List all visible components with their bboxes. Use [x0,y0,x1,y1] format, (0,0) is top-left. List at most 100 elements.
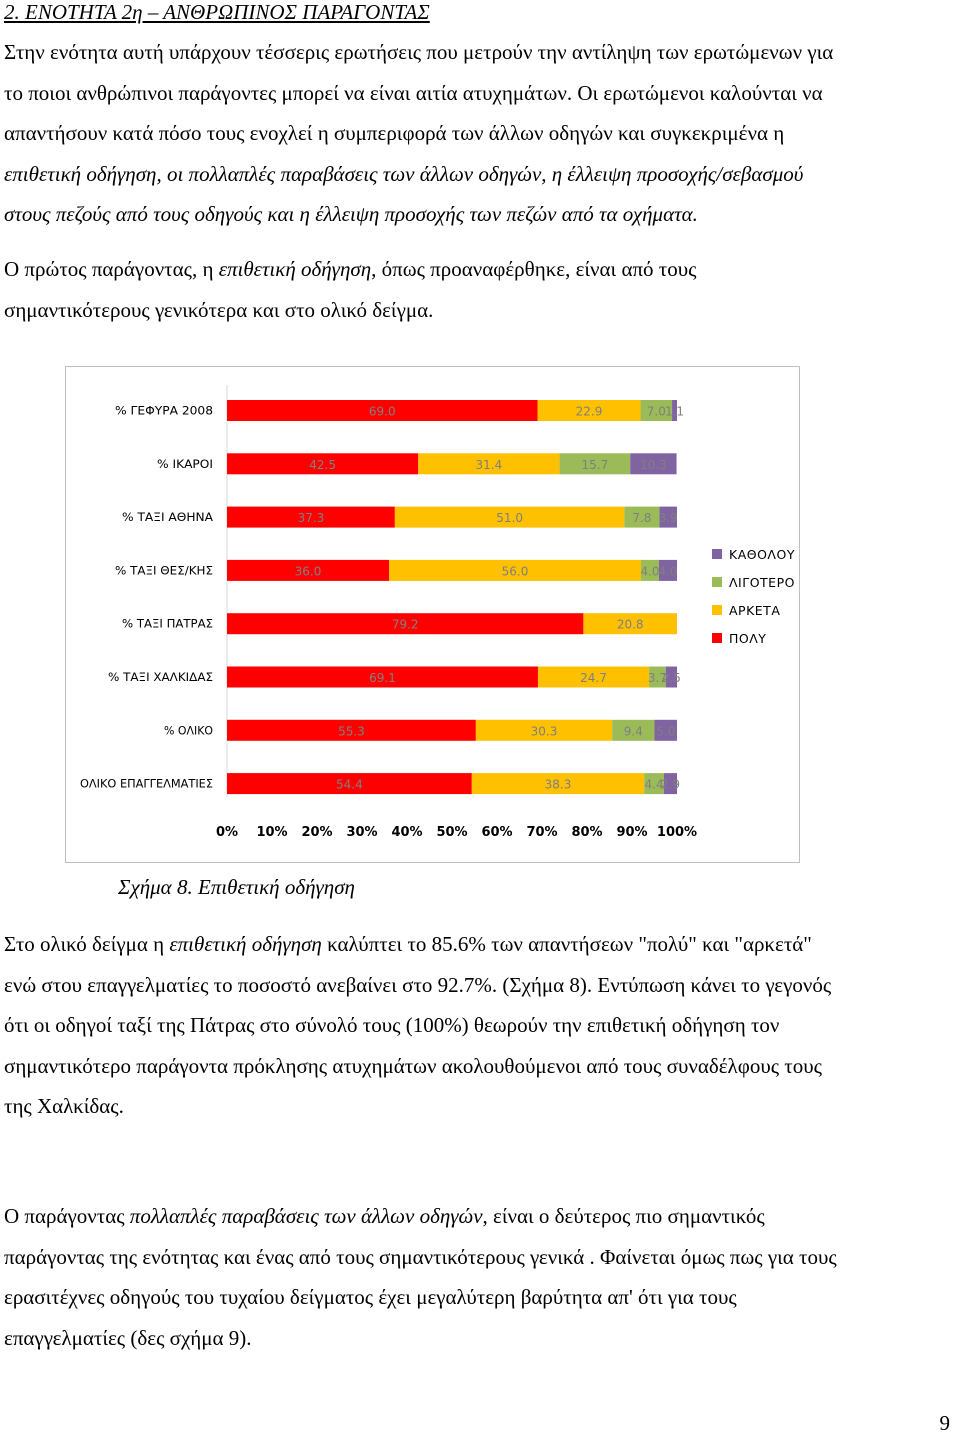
x-tick-label: 70% [526,825,557,840]
bar-segment [227,666,538,688]
factor-paragraph: Ο πρώτος παράγοντας, η επιθετική οδήγηση… [4,249,949,330]
data-label: 2.5 [662,671,681,685]
text-segment: Ο παράγοντας [4,1204,130,1228]
legend-label: ΠΟΛΥ [729,631,766,646]
bar-segment [227,773,472,795]
figure-caption: Σχήμα 8. Επιθετική οδήγηση [118,875,355,900]
bar-segment [537,666,650,688]
text-line: επαγγελματίες (δες σχήμα 9). [4,1325,252,1350]
category-label: % ΤΑΞΙ ΑΘΗΝΑ [122,510,213,524]
data-label: 9.4 [624,724,643,738]
x-tick-label: 10% [256,825,287,840]
bar-segment [644,773,664,795]
category-label: % ΙΚΑΡΟΙ [157,457,213,471]
data-label: 54.4 [336,778,363,792]
data-label: 2.9 [661,778,680,792]
legend-label: ΑΡΚΕΤΑ [729,603,780,618]
page-number: 9 [939,1411,951,1435]
data-label: 15.7 [582,458,609,472]
legend-swatch [712,577,722,587]
x-tick-label: 60% [481,825,512,840]
bar-segment [630,453,677,475]
bar-segment [559,453,631,475]
data-label: 79.2 [392,618,419,632]
bar-segment [227,613,584,635]
data-label: 3.7 [648,671,667,685]
x-tick-label: 100% [657,825,697,840]
second-factor-paragraph: Ο παράγοντας πολλαπλές παραβάσεις των άλ… [4,1196,949,1358]
bar-segment [537,400,641,421]
bar-segment [583,613,677,635]
stacked-bar-chart: % ΓΕΦΥΡΑ 2008 69.0 22.9 7.0 1.1 % ΙΚΑΡΟΙ 42.5 3… [80,385,794,840]
data-label: 51.0 [496,511,523,525]
data-label: 7.8 [632,511,651,525]
bar-segment [659,506,677,528]
data-label: 4.4 [645,778,664,792]
bar-segment [471,773,645,795]
data-label: 38.3 [545,778,572,792]
data-label: 55.3 [338,724,365,738]
bar-segment [649,666,666,688]
data-label: 22.9 [576,405,603,419]
bar-segment [663,773,677,795]
text-line: ερασιτέχνες οδηγούς του τυχαίου δείγματο… [4,1285,737,1309]
category-label: % ΤΑΞΙ ΘΕΣ/ΚΗΣ [115,563,213,577]
bar-segment [418,453,560,475]
category-label: % ΓΕΦΥΡΑ 2008 [115,404,213,418]
emphasis-text: επιθετική οδήγηση [169,932,322,956]
x-tick-label: 30% [346,825,377,840]
caption-title: πιθετική οδήγηση [210,875,355,899]
bar-segment [624,506,660,528]
text-line: σημαντικότερο παράγοντα πρόκλησης ατυχημ… [4,1053,822,1078]
category-label: % ΤΑΞΙ ΠΑΤΡΑΣ [122,617,213,631]
data-label: 24.7 [580,671,607,685]
text-segment: , όπως προαναφέρθηκε, είναι από τους [371,257,697,281]
data-label: 31.4 [476,458,503,472]
text-segment: Ο πρώτος παράγοντας, η [4,257,219,281]
bar-segment [227,719,476,741]
caption-label: Σχήμα 8. Ε [118,875,211,899]
data-label: 4.0 [640,564,659,578]
legend-swatch [712,605,722,615]
text-line: της Χαλκίδας. [4,1094,124,1118]
data-label: 5.0 [656,724,675,738]
data-label: 42.5 [309,458,336,472]
x-tick-label: 80% [571,825,602,840]
emphasis-text: πολλαπλές παραβάσεις των άλλων οδηγών [129,1204,483,1228]
text-line: ενώ στου επαγγελματίες το ποσοστό ανεβαί… [4,972,832,997]
bar-segment [389,559,641,581]
text-line: παράγοντας της ενότητας και ένας από του… [4,1244,837,1269]
text-line: Στην ενότητα αυτή υπάρχουν τέσσερις ερωτ… [4,40,834,64]
bar-segment [672,400,677,421]
category-label: ΟΛΙΚΟ ΕΠΑΓΓΕΛΜΑΤΙΕΣ [80,777,213,791]
text-segment: καλύπτει το 85.6% των απαντήσεων "πολύ" … [321,932,812,956]
data-label: 36.0 [295,564,322,578]
bar-segment [654,719,677,741]
data-label: 56.0 [502,564,529,578]
bar-segment [659,559,677,581]
category-label: % ΟΛΙΚΟ [164,723,213,737]
data-label: 1.1 [665,405,684,419]
bar-segment [641,559,659,581]
data-label: 69.1 [369,671,396,685]
x-tick-label: 20% [301,825,332,840]
text-line: σημαντικότερους γενικότερα και στο ολικό… [4,297,434,322]
category-label: % ΤΑΞΙ ΧΑΛΚΙΔΑΣ [108,670,213,684]
intro-paragraph: Στην ενότητα αυτή υπάρχουν τέσσερις ερωτ… [4,32,949,235]
chart-container: % ΓΕΦΥΡΑ 2008 69.0 22.9 7.0 1.1 % ΙΚΑΡΟΙ 42.5 3… [65,366,800,863]
data-label: 20.8 [617,618,644,632]
bar-segment [665,666,677,688]
data-label: 37.3 [298,511,325,525]
bar-segment [227,453,419,475]
legend-swatch [712,549,722,559]
data-label: 3.9 [659,511,678,525]
text-segment: , είναι ο δεύτερος πιο σημαντικός [482,1204,765,1228]
data-label: 30.3 [531,724,558,738]
data-label: 4.0 [658,564,677,578]
x-tick-label: 0% [216,825,238,840]
bar-segment [227,559,389,581]
data-label: 69.0 [369,405,396,419]
text-line: απαντήσουν κατά πόσο τους ενοχλεί η συμπ… [4,121,785,145]
data-label: 7.0 [647,405,666,419]
text-line: Στο ολικό δείγμα η επιθετική οδήγηση καλ… [4,924,949,965]
